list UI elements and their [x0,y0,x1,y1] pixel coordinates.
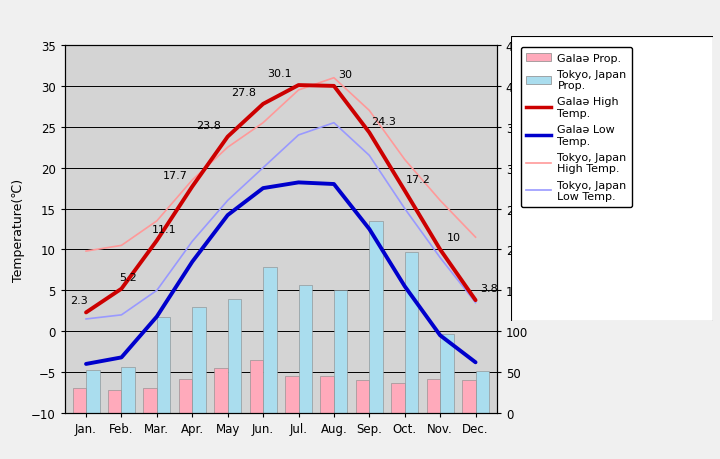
Text: 3.8: 3.8 [480,284,498,294]
Bar [228,300,241,413]
Bar [192,307,206,413]
Y-axis label: Temperature(℃): Temperature(℃) [12,178,25,281]
Text: 10: 10 [447,233,461,243]
Bar [356,381,369,413]
Bar [405,252,418,413]
Text: 30.1: 30.1 [266,69,292,79]
Bar [157,317,171,413]
Bar [122,367,135,413]
Y-axis label: Precipitation(mm): Precipitation(mm) [534,174,546,285]
Bar [143,389,157,413]
Bar [427,379,440,413]
Text: 23.8: 23.8 [196,120,220,130]
Text: 11.1: 11.1 [151,224,176,234]
Bar [285,376,299,413]
Text: 5.2: 5.2 [120,272,138,282]
Text: 24.3: 24.3 [371,116,396,126]
Bar [108,390,122,413]
Legend: Galaǝ Prop., Tokyo, Japan
Prop., Galaǝ High
Temp., Galaǝ Low
Temp., Tokyo, Japan: Galaǝ Prop., Tokyo, Japan Prop., Galaǝ H… [521,48,632,207]
Bar [320,376,334,413]
Bar [462,381,475,413]
Bar [86,371,99,413]
Text: 27.8: 27.8 [231,88,256,98]
Bar [334,291,347,413]
Text: 30: 30 [338,70,352,80]
Bar [391,383,405,413]
Bar [440,334,454,413]
Bar [263,268,276,413]
Bar [73,389,86,413]
Text: 2.3: 2.3 [71,296,88,306]
FancyBboxPatch shape [511,37,713,321]
Bar [475,371,489,413]
Bar [299,286,312,413]
Bar [215,368,228,413]
Text: 17.7: 17.7 [163,170,188,180]
Text: 17.2: 17.2 [406,174,431,184]
Bar [369,221,383,413]
Bar [179,379,192,413]
Bar [250,360,263,413]
